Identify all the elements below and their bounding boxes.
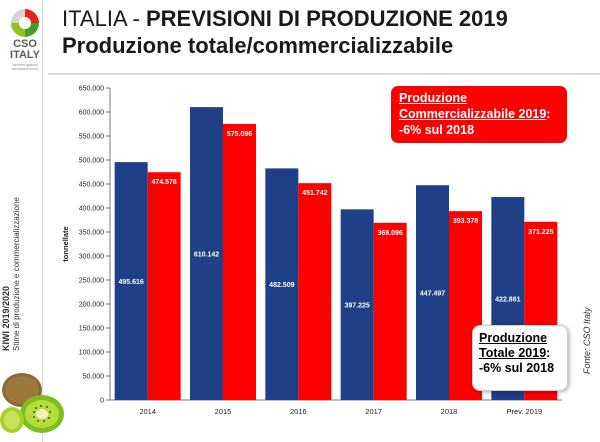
kiwi-fruit-image	[0, 373, 64, 433]
title-subtitle: Produzione totale/commercializzabile	[62, 33, 454, 58]
data-label-commercial: 393.378	[453, 218, 478, 225]
bar-total-2017	[340, 209, 374, 400]
logo-swirl-icon	[11, 9, 39, 37]
logo-name: CSO ITALY	[10, 38, 40, 61]
data-label-commercial: 474.578	[152, 179, 177, 186]
data-label-total: 610.142	[194, 252, 219, 259]
y-tick-label: 500.000	[79, 158, 104, 165]
y-tick-label: 550.000	[79, 134, 104, 141]
data-label-commercial: 451.742	[302, 190, 327, 197]
bar-total-2014	[114, 162, 148, 400]
x-tick-label: 2016	[290, 407, 307, 416]
callout-total-colon: :	[546, 346, 551, 360]
title-main: PREVISIONI DI PRODUZIONE 2019	[145, 6, 508, 31]
callout-total-line3: -6% sul 2018	[479, 361, 555, 375]
data-label-total: 447.497	[420, 291, 445, 298]
y-tick-label: 450.000	[79, 182, 104, 189]
y-tick-label: 600.000	[79, 110, 104, 117]
callout-commercial-line1: Produzione	[399, 91, 468, 105]
callout-total-line1: Produzione	[479, 331, 548, 345]
callout-commercial-line2: Commercializzabile 2019	[399, 107, 547, 121]
y-tick-label: 150.000	[79, 326, 104, 333]
callout-total-line2: Totale 2019	[479, 346, 547, 360]
y-tick-label: 200.000	[79, 302, 104, 309]
bar-total-2016	[265, 168, 299, 400]
x-tick-label: 2014	[139, 407, 156, 416]
x-tick-label: 2018	[441, 407, 458, 416]
cso-logo: CSO ITALY CENTRO SERVIZI ORTOFRUTTICOLI	[5, 6, 45, 74]
y-tick-label: 350.000	[79, 230, 104, 237]
callout-commercial: Produzione Commercializzabile 2019: -6% …	[391, 86, 567, 143]
y-tick-label: 300.000	[79, 254, 104, 261]
data-label-total: 495.616	[119, 279, 144, 286]
data-label-total: 422.861	[495, 297, 520, 304]
bar-total-2015	[190, 107, 223, 400]
y-tick-label: 50.000	[83, 374, 105, 381]
bar-commercial-2015	[223, 123, 256, 400]
data-label-commercial: 371.225	[528, 229, 553, 236]
y-tick-label: 100.000	[79, 350, 104, 357]
data-label-commercial: 575.096	[227, 131, 252, 138]
side-caption: KIWI 2019/2020 Stime di produzione e com…	[1, 171, 31, 351]
slide-title: ITALIA - PREVISIONI DI PRODUZIONE 2019 P…	[62, 6, 508, 60]
title-prefix: ITALIA -	[62, 6, 146, 31]
y-axis-label: tonnellate	[62, 226, 70, 261]
callout-total: Produzione Totale 2019: -6% sul 2018	[472, 325, 568, 391]
logo-subtitle: CENTRO SERVIZI ORTOFRUTTICOLI	[11, 63, 39, 71]
x-tick-label: Prev. 2019	[506, 407, 542, 416]
source-note: Fonte: CSO Italy	[582, 307, 592, 374]
callout-commercial-line3: -6% sul 2018	[399, 123, 475, 137]
side-caption-line2: Stime di produzione e commercializzazion…	[12, 197, 21, 351]
callout-commercial-colon: :	[546, 107, 551, 121]
title-rule	[48, 73, 600, 75]
x-tick-label: 2017	[365, 407, 382, 416]
side-divider	[42, 0, 43, 442]
bar-total-2018	[416, 185, 449, 400]
data-label-total: 482.509	[269, 282, 294, 289]
bar-commercial-2014	[147, 172, 181, 400]
y-tick-label: 250.000	[79, 278, 104, 285]
x-tick-label: 2015	[215, 407, 232, 416]
bar-commercial-2016	[298, 183, 332, 400]
y-tick-label: 400.000	[79, 206, 104, 213]
data-label-total: 397.225	[345, 303, 370, 310]
bar-commercial-2017	[373, 222, 407, 400]
y-tick-label: 650.000	[79, 86, 104, 93]
side-caption-line1: KIWI 2019/2020	[1, 285, 11, 351]
y-tick-label: 0	[100, 398, 104, 405]
data-label-commercial: 369.096	[378, 230, 403, 237]
